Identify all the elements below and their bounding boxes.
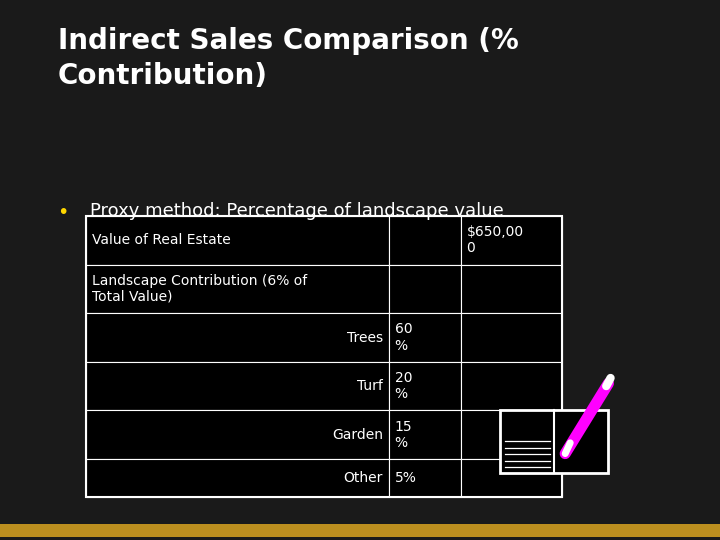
Bar xyxy=(86,216,562,497)
Bar xyxy=(461,362,562,410)
Bar xyxy=(461,313,562,362)
Bar xyxy=(389,216,461,265)
Bar xyxy=(86,313,389,362)
Text: $650,00
0: $650,00 0 xyxy=(467,225,523,255)
Text: 15
%: 15 % xyxy=(395,420,412,450)
Bar xyxy=(461,459,562,497)
Bar xyxy=(389,410,461,459)
Text: Value of Real Estate: Value of Real Estate xyxy=(92,233,231,247)
Bar xyxy=(86,459,389,497)
Text: Proxy method: Percentage of landscape value: Proxy method: Percentage of landscape va… xyxy=(90,202,504,220)
Bar xyxy=(389,362,461,410)
Bar xyxy=(389,313,461,362)
Bar xyxy=(461,265,562,313)
Bar xyxy=(0,524,720,537)
Bar xyxy=(461,216,562,265)
Bar xyxy=(86,410,389,459)
Bar xyxy=(389,265,461,313)
Text: 5%: 5% xyxy=(395,471,416,485)
Text: Trees: Trees xyxy=(347,330,383,345)
Text: Turf: Turf xyxy=(357,379,383,393)
Text: Indirect Sales Comparison (%
Contribution): Indirect Sales Comparison (% Contributio… xyxy=(58,27,518,90)
Text: Garden: Garden xyxy=(332,428,383,442)
Text: Landscape Contribution (6% of
Total Value): Landscape Contribution (6% of Total Valu… xyxy=(92,274,307,304)
Text: 20
%: 20 % xyxy=(395,371,412,401)
Text: •: • xyxy=(58,202,69,221)
Bar xyxy=(86,216,389,265)
Bar xyxy=(86,265,389,313)
Text: 60
%: 60 % xyxy=(395,322,412,353)
Bar xyxy=(86,362,389,410)
Bar xyxy=(461,410,562,459)
Text: Other: Other xyxy=(343,471,383,485)
Bar xyxy=(389,459,461,497)
Bar xyxy=(500,410,608,472)
